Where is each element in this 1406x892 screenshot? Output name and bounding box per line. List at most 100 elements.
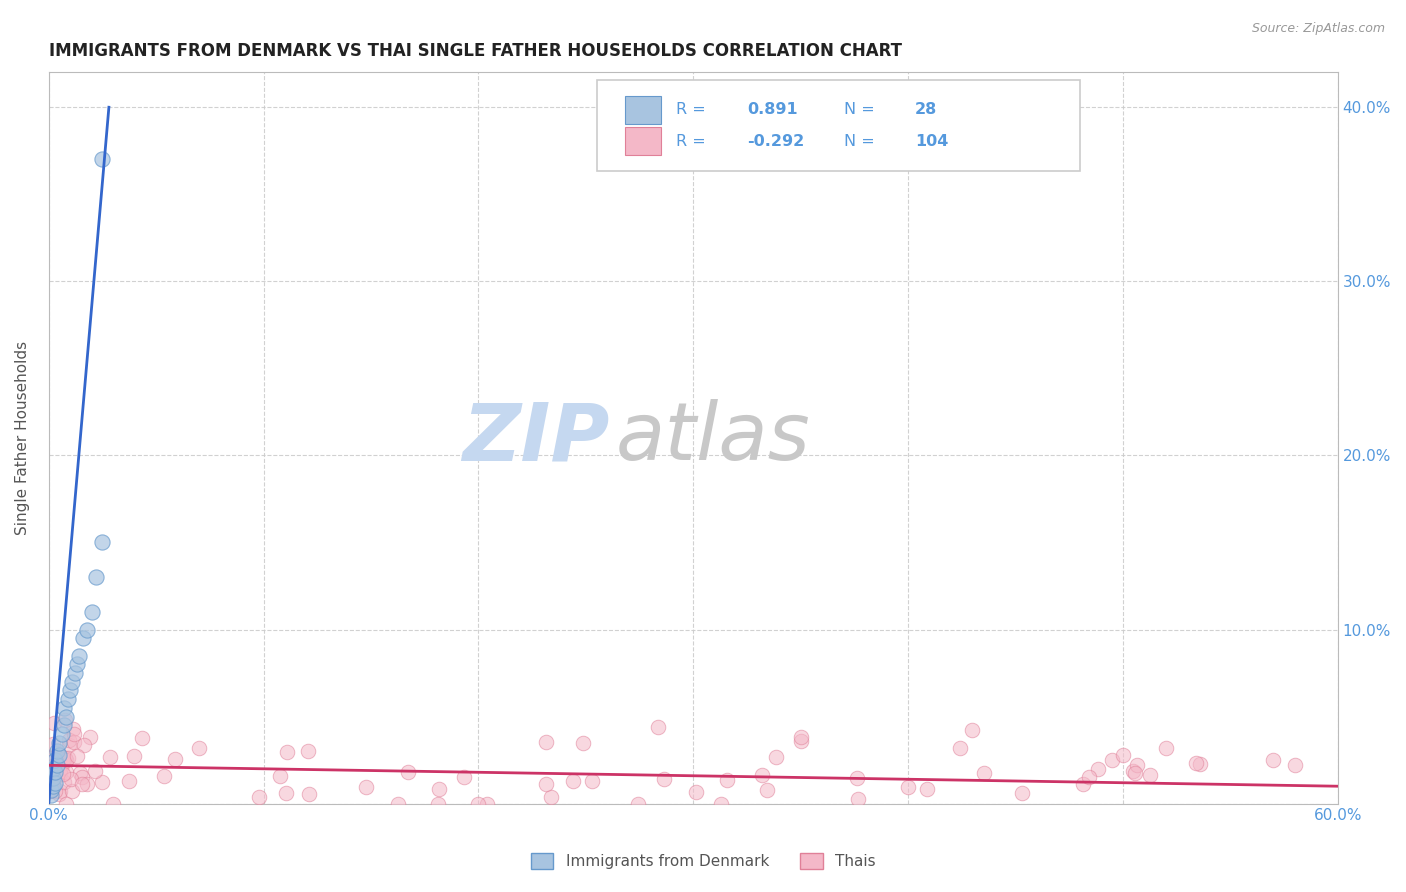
Point [1154,740,1177,755]
Point [84,570,107,584]
FancyBboxPatch shape [624,128,661,155]
Point [1077,770,1099,784]
Point [58,738,80,752]
Point [90,775,112,789]
Point [70,770,93,784]
Point [39,765,62,780]
Point [789,731,811,745]
Text: atlas: atlas [616,399,811,477]
Point [56,751,79,765]
Point [48,787,70,801]
Point [55,709,77,723]
Point [83,764,105,779]
Point [62,735,84,749]
Point [63,666,86,681]
Point [1263,753,1285,767]
Point [387,797,409,811]
Point [46,758,69,772]
Point [56,692,79,706]
Point [52,766,75,780]
Point [1087,762,1109,776]
Point [70,777,93,791]
Point [42,779,65,793]
Point [751,767,773,781]
Point [1122,764,1144,778]
Point [91,535,114,549]
Point [41,738,63,752]
Point [897,780,920,795]
Point [581,773,603,788]
Point [846,791,869,805]
Point [685,785,707,799]
Point [297,744,319,758]
Point [247,789,270,804]
Point [477,797,499,811]
Point [48,736,70,750]
Point [962,723,984,738]
Text: R =: R = [676,134,706,149]
Point [647,720,669,734]
Point [55,764,77,779]
Text: 0.891: 0.891 [748,103,799,117]
Point [540,789,562,804]
Point [298,787,321,801]
Point [716,772,738,787]
Point [62,722,84,736]
Point [73,738,96,752]
FancyBboxPatch shape [596,79,1080,171]
Point [42,762,65,776]
Point [652,772,675,787]
Point [571,736,593,750]
Point [38,760,60,774]
Point [949,741,972,756]
Point [59,683,82,698]
Point [51,727,73,741]
Point [163,752,186,766]
Point [1189,757,1212,772]
Point [52,752,75,766]
Point [396,764,419,779]
Point [98,749,121,764]
Point [72,632,94,646]
Point [153,769,176,783]
Point [55,797,77,811]
Point [42,771,65,785]
Legend: Immigrants from Denmark, Thais: Immigrants from Denmark, Thais [524,847,882,875]
Point [710,797,733,811]
Point [46,744,69,758]
Point [91,153,114,167]
Text: N =: N = [844,103,875,117]
Point [453,770,475,784]
Point [274,786,297,800]
Point [118,774,141,789]
Point [39,755,62,769]
Point [427,797,450,811]
Point [1284,758,1306,772]
Point [790,734,813,748]
Point [67,648,90,663]
Point [49,784,72,798]
Point [55,713,77,727]
Point [1101,753,1123,767]
Point [276,745,298,759]
Point [122,748,145,763]
Point [45,756,67,770]
Point [1112,747,1135,762]
Point [1125,758,1147,772]
Point [44,753,66,767]
Point [55,753,77,767]
Point [46,747,69,761]
Point [536,735,558,749]
Point [58,732,80,747]
Point [69,765,91,780]
Point [41,768,63,782]
Point [60,674,83,689]
Point [52,701,75,715]
Point [52,774,75,789]
Text: 28: 28 [915,103,938,117]
Point [1125,766,1147,780]
Point [76,623,98,637]
Point [76,777,98,791]
Point [427,781,450,796]
Y-axis label: Single Father Households: Single Father Households [15,341,30,535]
